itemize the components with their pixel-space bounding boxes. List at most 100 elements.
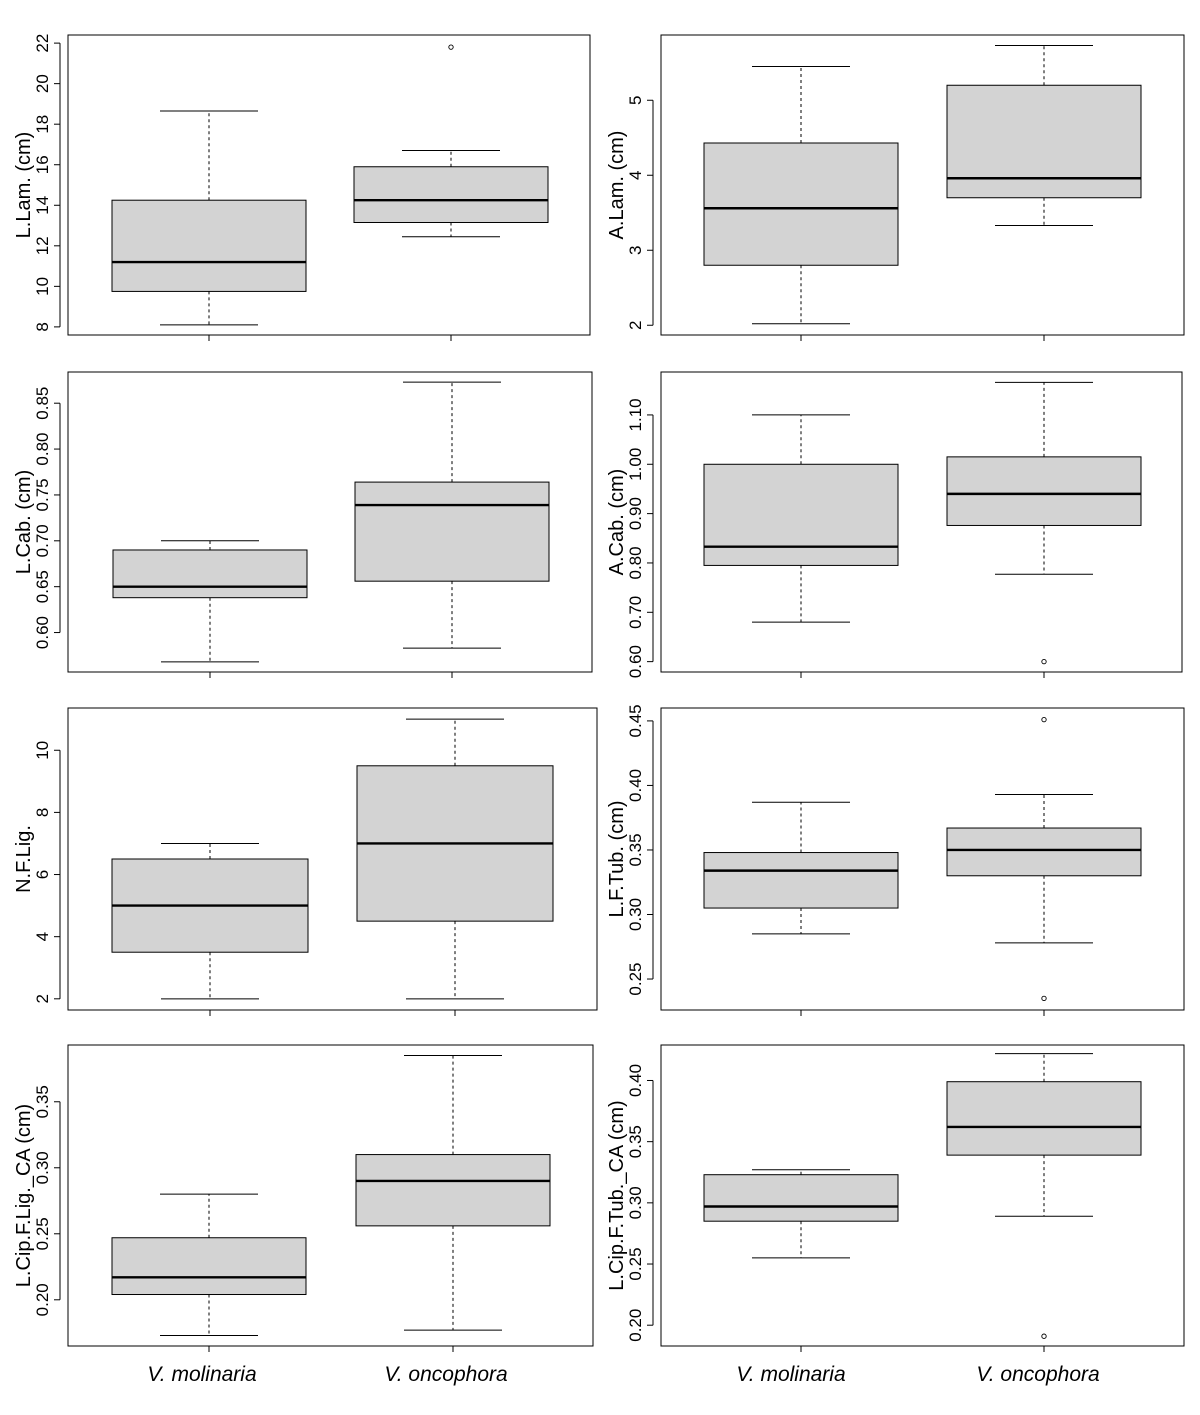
y-tick-label: 10 <box>33 277 52 296</box>
y-axis-label: L.Cip.F.Tub._CA (cm) <box>606 1100 628 1290</box>
x-group-label-left-oncophora: V. oncophora <box>384 1363 508 1386</box>
plot-frame <box>67 707 598 1011</box>
y-tick-label: 0.80 <box>626 546 645 579</box>
plot-frame <box>660 1044 1185 1347</box>
iqr-box <box>111 199 307 292</box>
plot-frame <box>660 707 1185 1011</box>
iqr-box <box>111 1237 307 1296</box>
box-oncophora <box>946 716 1142 1002</box>
iqr-box <box>354 481 550 582</box>
panel-5: 2 4 6 8 10 N.F.Lig. <box>13 707 598 1016</box>
y-tick-label: 0.25 <box>33 1217 52 1250</box>
y-tick-label: 1.10 <box>626 398 645 431</box>
box-molinaria <box>112 540 308 663</box>
iqr-box <box>703 1174 899 1222</box>
y-tick-label: 5 <box>626 96 645 105</box>
iqr-box <box>353 166 549 224</box>
iqr-box <box>946 1081 1142 1156</box>
box-molinaria <box>703 66 899 325</box>
panel-2: 2 3 4 5 A.Lam. (cm) <box>606 34 1185 341</box>
y-tick-label: 0.30 <box>33 1151 52 1184</box>
y-tick-label: 0.40 <box>626 1064 645 1097</box>
y-tick-label: 12 <box>33 236 52 255</box>
y-tick-label: 0.65 <box>33 570 52 603</box>
y-tick-label: 0.60 <box>33 616 52 649</box>
panel-3: 0.60 0.65 0.70 0.75 0.80 0.85 L.Cab. (cm) <box>13 371 593 678</box>
y-axis-label: L.Cab. (cm) <box>13 470 35 574</box>
y-tick-label: 0.35 <box>626 833 645 866</box>
box-oncophora <box>355 1055 551 1331</box>
y-tick-label: 3 <box>626 246 645 255</box>
y-tick-label: 0.35 <box>33 1085 52 1118</box>
y-tick-label: 0.20 <box>626 1309 645 1342</box>
y-tick-label: 2 <box>33 994 52 1003</box>
y-tick-label: 4 <box>626 171 645 180</box>
y-tick-label: 22 <box>33 34 52 53</box>
box-molinaria <box>703 801 899 935</box>
y-tick-label: 0.70 <box>33 524 52 557</box>
y-axis-label: L.Lam. (cm) <box>13 132 35 239</box>
y-axis-label: L.F.Tub. (cm) <box>606 800 628 917</box>
panel-1: 8 10 12 14 16 18 20 22 L.Lam. (cm) <box>13 34 591 341</box>
x-group-label-left-molinaria: V. molinaria <box>147 1363 257 1386</box>
box-oncophora <box>946 45 1142 226</box>
y-axis-label: N.F.Lig. <box>13 825 35 893</box>
box-molinaria <box>111 842 309 1000</box>
y-tick-label: 0.30 <box>626 898 645 931</box>
iqr-box <box>355 1154 551 1227</box>
y-tick-label: 1.00 <box>626 448 645 481</box>
iqr-box <box>946 827 1142 877</box>
y-tick-label: 14 <box>33 196 52 215</box>
box-oncophora <box>946 381 1142 665</box>
box-molinaria <box>703 1169 899 1259</box>
panel-6: 0.25 0.30 0.35 0.40 0.45 L.F.Tub. (cm) <box>606 704 1185 1016</box>
y-tick-label: 10 <box>33 741 52 760</box>
outlier-point <box>448 44 454 50</box>
outlier-point <box>1041 995 1047 1002</box>
y-tick-label: 0.45 <box>626 704 645 737</box>
y-tick-label: 2 <box>626 321 645 330</box>
panel-4: 0.60 0.70 0.80 0.90 1.00 1.10 A.Cab. (cm) <box>606 371 1183 678</box>
iqr-box <box>112 549 308 599</box>
y-axis-label: L.Cip.F.Lig._CA (cm) <box>13 1104 35 1287</box>
y-tick-label: 16 <box>33 155 52 174</box>
y-tick-label: 0.40 <box>626 769 645 802</box>
y-tick-label: 6 <box>33 870 52 879</box>
y-tick-label: 0.35 <box>626 1125 645 1158</box>
plot-frame <box>660 34 1185 336</box>
plot-frame <box>67 1044 594 1347</box>
iqr-box <box>703 463 899 566</box>
y-tick-label: 8 <box>33 808 52 817</box>
plot-frame <box>67 371 593 673</box>
y-axis-label: A.Cab. (cm) <box>606 469 628 576</box>
box-molinaria <box>111 110 307 326</box>
y-tick-label: 0.90 <box>626 497 645 530</box>
y-tick-label: 18 <box>33 115 52 134</box>
box-molinaria <box>703 414 899 623</box>
plot-frame <box>660 371 1183 673</box>
iqr-box <box>703 142 899 266</box>
iqr-box <box>703 852 899 909</box>
y-tick-label: 4 <box>33 932 52 941</box>
y-tick-label: 0.60 <box>626 645 645 678</box>
box-oncophora <box>946 1053 1142 1339</box>
y-tick-label: 8 <box>33 322 52 331</box>
panel-7: 0.20 0.25 0.30 0.35L.Cip.F.Lig._CA (cm) <box>13 1044 594 1352</box>
y-tick-label: 0.85 <box>33 387 52 420</box>
box-oncophora <box>354 381 550 649</box>
box-oncophora <box>356 718 554 1000</box>
y-axis-label: A.Lam. (cm) <box>606 131 628 240</box>
outlier-point <box>1041 658 1047 665</box>
iqr-box <box>946 84 1142 199</box>
iqr-box <box>946 456 1142 526</box>
y-tick-label: 0.80 <box>33 433 52 466</box>
box-oncophora <box>353 44 549 238</box>
y-tick-label: 0.20 <box>33 1283 52 1316</box>
y-tick-label: 20 <box>33 74 52 93</box>
y-tick-label: 0.70 <box>626 596 645 629</box>
outlier-point <box>1041 716 1047 723</box>
y-tick-label: 0.30 <box>626 1186 645 1219</box>
x-group-label-right-oncophora: V. oncophora <box>976 1363 1100 1386</box>
panel-8: 0.20 0.25 0.30 0.35 0.40 L.Cip.F.Tub._CA (cm) <box>606 1044 1185 1352</box>
